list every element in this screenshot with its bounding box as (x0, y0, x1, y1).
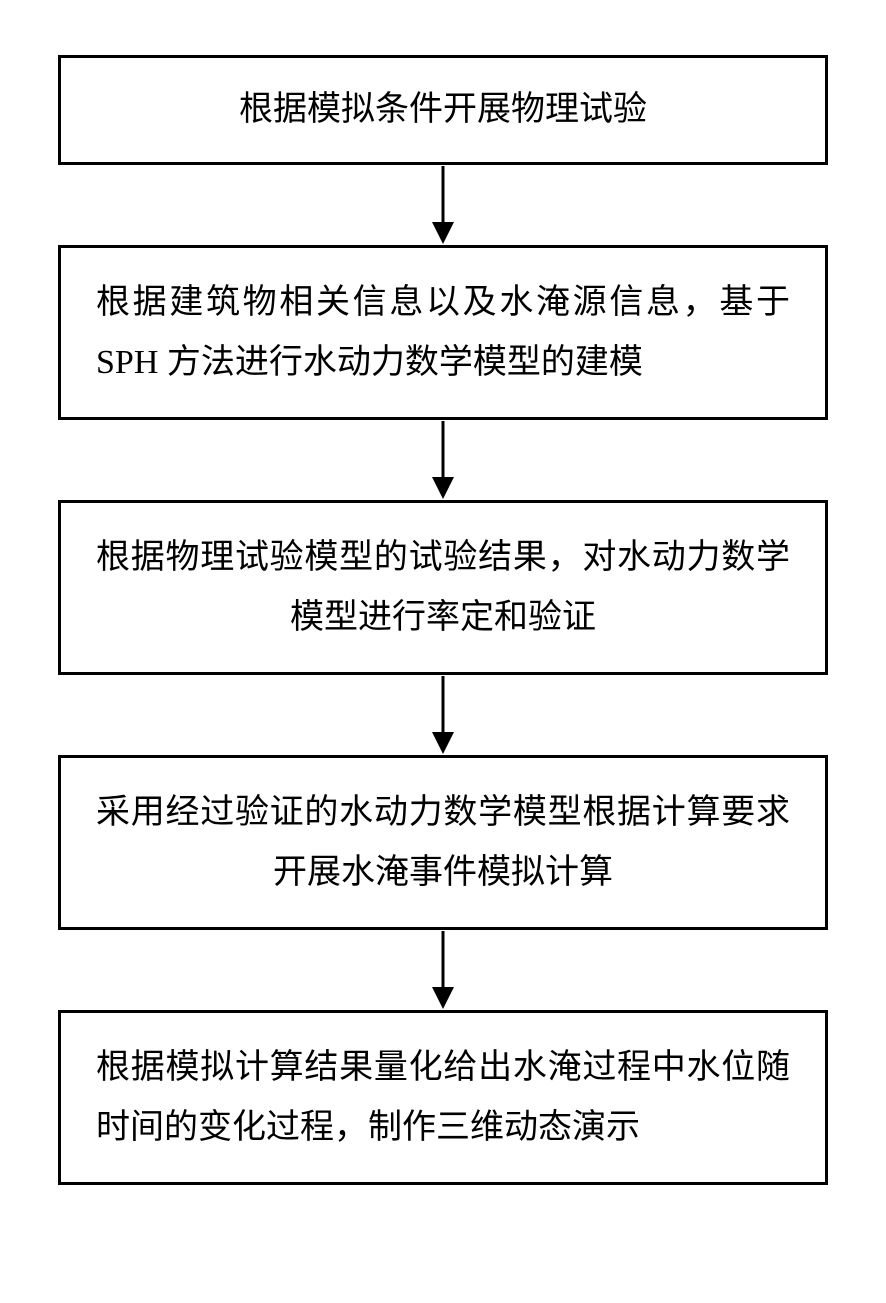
flowchart-container: 根据模拟条件开展物理试验 根据建筑物相关信息以及水淹源信息，基于 SPH 方法进… (58, 55, 828, 1185)
arrow-1-2 (428, 165, 458, 245)
arrow-down-icon (428, 421, 458, 499)
flowchart-node-step1: 根据模拟条件开展物理试验 (58, 55, 828, 165)
flowchart-node-step3: 根据物理试验模型的试验结果，对水动力数学模型进行率定和验证 (58, 500, 828, 675)
arrow-2-3 (428, 420, 458, 500)
node-text: 根据模拟计算结果量化给出水淹过程中水位随时间的变化过程，制作三维动态演示 (96, 1038, 790, 1157)
arrow-3-4 (428, 675, 458, 755)
flowchart-node-step5: 根据模拟计算结果量化给出水淹过程中水位随时间的变化过程，制作三维动态演示 (58, 1010, 828, 1185)
node-text: 根据模拟条件开展物理试验 (239, 80, 647, 140)
arrow-down-icon (428, 676, 458, 754)
node-text: 根据物理试验模型的试验结果，对水动力数学模型进行率定和验证 (96, 528, 790, 647)
node-text: 根据建筑物相关信息以及水淹源信息，基于 SPH 方法进行水动力数学模型的建模 (96, 273, 790, 392)
flowchart-node-step2: 根据建筑物相关信息以及水淹源信息，基于 SPH 方法进行水动力数学模型的建模 (58, 245, 828, 420)
arrow-4-5 (428, 930, 458, 1010)
node-text: 采用经过验证的水动力数学模型根据计算要求开展水淹事件模拟计算 (96, 783, 790, 902)
flowchart-node-step4: 采用经过验证的水动力数学模型根据计算要求开展水淹事件模拟计算 (58, 755, 828, 930)
arrow-down-icon (428, 166, 458, 244)
arrow-down-icon (428, 931, 458, 1009)
